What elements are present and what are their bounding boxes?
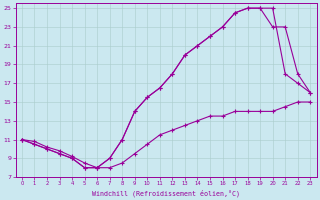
X-axis label: Windchill (Refroidissement éolien,°C): Windchill (Refroidissement éolien,°C) [92,189,240,197]
